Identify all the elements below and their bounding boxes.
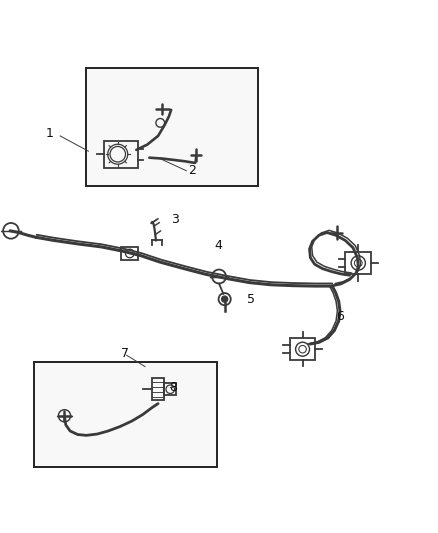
Bar (290, 338, 315, 360)
Bar (34, 362, 217, 467)
Bar (121, 247, 138, 260)
Text: 6: 6 (336, 310, 344, 322)
Text: 3: 3 (171, 213, 179, 226)
Bar (345, 252, 371, 274)
Text: 1: 1 (46, 127, 53, 140)
Text: 2: 2 (188, 164, 196, 177)
Bar (104, 141, 138, 167)
Bar (86, 68, 258, 186)
Text: 5: 5 (247, 293, 255, 306)
Bar (164, 383, 177, 395)
Text: 4: 4 (215, 239, 223, 252)
Bar (152, 378, 164, 400)
Text: 7: 7 (121, 347, 129, 360)
Text: 8: 8 (169, 381, 177, 394)
Circle shape (222, 296, 228, 302)
